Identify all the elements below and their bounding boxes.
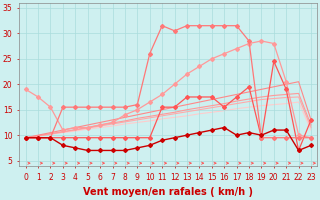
X-axis label: Vent moyen/en rafales ( km/h ): Vent moyen/en rafales ( km/h ) bbox=[83, 187, 253, 197]
